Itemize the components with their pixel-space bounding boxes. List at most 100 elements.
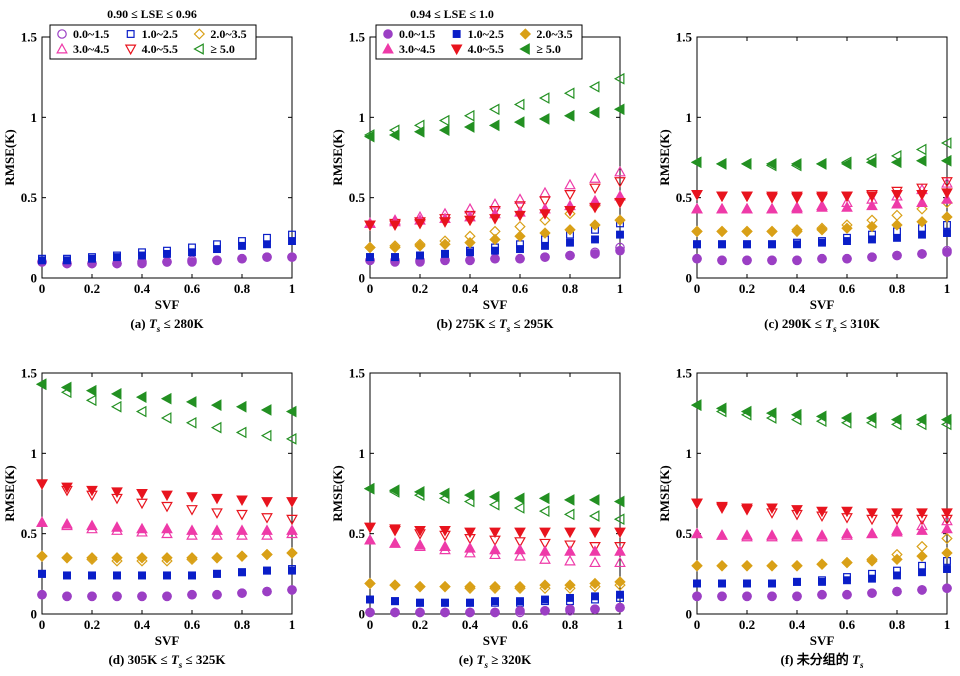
x-tick-label: 1 xyxy=(944,281,951,296)
plot-frame xyxy=(696,372,948,615)
chart-panel-e: 0 0.2 0.4 0.6 0.8 1 0 0.5 1 1.5 SVF RMSE(K) (e) Ts ≥… xyxy=(330,366,626,670)
data-point xyxy=(766,529,778,540)
data-point xyxy=(865,412,877,424)
legend-marker xyxy=(124,44,137,56)
data-point xyxy=(791,225,803,238)
data-point xyxy=(489,214,501,225)
y-tick-label: 1.5 xyxy=(349,30,366,45)
data-point xyxy=(211,524,223,535)
x-tick-label: 0.8 xyxy=(889,281,906,296)
x-axis-label: SVF xyxy=(483,297,508,312)
data-point xyxy=(263,566,271,575)
filled-series-5 xyxy=(364,103,625,143)
data-point xyxy=(465,607,475,618)
x-tick-label: 0.2 xyxy=(739,617,755,632)
y-axis-label: RMSE(K) xyxy=(2,129,17,185)
legend-label: 4.0~5.5 xyxy=(142,42,178,56)
data-point xyxy=(37,589,47,600)
data-point xyxy=(916,508,928,519)
data-point xyxy=(389,537,401,548)
data-point xyxy=(890,150,902,162)
data-point xyxy=(415,607,425,618)
filled-series-0 xyxy=(37,585,297,602)
data-point xyxy=(466,598,474,607)
data-point xyxy=(539,538,551,550)
data-point xyxy=(85,384,97,397)
data-point xyxy=(364,241,376,254)
filled-series-2 xyxy=(691,547,953,572)
legend-marker xyxy=(519,43,530,55)
data-point xyxy=(161,552,173,564)
data-point xyxy=(867,588,877,598)
data-point xyxy=(36,378,47,391)
y-tick-label: 0.5 xyxy=(676,190,693,205)
data-point xyxy=(916,203,928,215)
data-point xyxy=(891,525,903,537)
legend-label: 3.0~4.5 xyxy=(73,42,109,56)
data-point xyxy=(916,550,928,562)
data-layer xyxy=(364,482,626,618)
filled-series-5 xyxy=(691,154,952,170)
x-tick-label: 1 xyxy=(617,617,624,632)
data-point xyxy=(163,571,171,580)
data-point xyxy=(918,561,926,570)
legend-marker xyxy=(56,42,68,54)
data-point xyxy=(364,482,375,495)
data-point xyxy=(110,388,122,400)
y-tick-label: 0.5 xyxy=(349,526,366,541)
data-point xyxy=(589,542,601,553)
legend-label: 2.0~3.5 xyxy=(210,27,246,41)
data-point xyxy=(564,554,576,566)
legend-2: 0.94 ≤ LSE ≤ 1.0 0.0~1.5 1.0~2.5 2.0~3.5 3.0… xyxy=(375,7,583,60)
y-axis-label: RMSE(K) xyxy=(657,465,672,521)
data-point xyxy=(742,591,752,602)
x-tick-label: 0.4 xyxy=(462,281,479,296)
x-axis-label: SVF xyxy=(483,633,508,648)
chart-panel-a: 0 0.2 0.4 0.6 0.8 1 0 0.5 1 1.5 SVF RMSE(K) (a) Ts ≤… xyxy=(2,30,297,334)
y-axis-label: RMSE(K) xyxy=(657,129,672,185)
data-point xyxy=(186,492,198,503)
y-tick-label: 1 xyxy=(359,110,366,125)
data-point xyxy=(286,497,298,508)
data-point xyxy=(866,508,878,519)
data-point xyxy=(941,177,953,188)
y-tick-label: 1 xyxy=(686,110,693,125)
caption-text: (b) 275K ≤ xyxy=(436,316,498,331)
data-point xyxy=(185,416,197,429)
panel-caption: (a) Ts ≤ 280K xyxy=(130,316,204,334)
y-tick-label: 1 xyxy=(31,110,38,125)
data-point xyxy=(590,604,600,614)
data-point xyxy=(588,80,600,93)
data-point xyxy=(792,255,802,266)
data-point xyxy=(717,255,727,266)
data-point xyxy=(388,129,400,141)
data-point xyxy=(614,576,626,588)
caption-text: (d) 305K ≤ xyxy=(108,652,170,667)
data-point xyxy=(488,490,500,503)
filled-series-2 xyxy=(364,214,626,254)
data-point xyxy=(489,233,501,246)
data-point xyxy=(514,193,526,204)
data-point xyxy=(843,237,851,246)
y-tick-label: 0.5 xyxy=(676,526,693,541)
data-point xyxy=(740,158,752,170)
data-point xyxy=(816,224,828,236)
data-point xyxy=(413,486,425,498)
filled-series-3 xyxy=(364,534,626,556)
x-tick-label: 0.8 xyxy=(234,617,251,632)
data-point xyxy=(818,577,826,586)
data-point xyxy=(439,525,451,537)
data-point xyxy=(490,607,500,618)
data-point xyxy=(917,249,927,259)
data-point xyxy=(61,552,73,564)
data-point xyxy=(893,233,901,242)
data-point xyxy=(943,229,951,237)
caption-symbol: T xyxy=(476,652,485,667)
data-point xyxy=(793,240,801,249)
data-point xyxy=(588,106,600,119)
filled-series-4 xyxy=(364,198,626,232)
x-tick-label: 0.6 xyxy=(184,617,201,632)
y-tick-label: 0.5 xyxy=(21,526,38,541)
data-point xyxy=(513,98,525,111)
data-point xyxy=(615,245,625,256)
